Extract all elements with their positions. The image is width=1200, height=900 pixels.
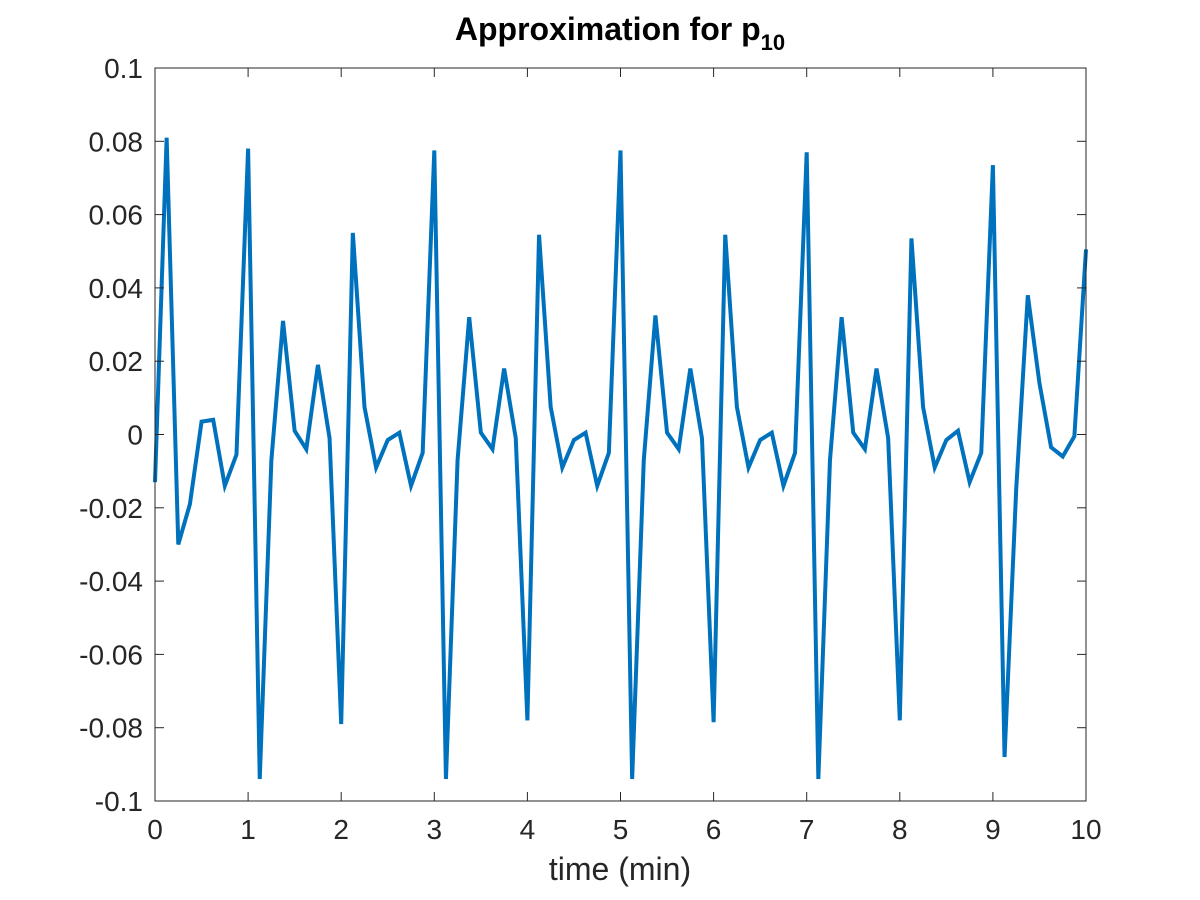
x-tick-label: 8 (892, 814, 908, 845)
series-line (153, 137, 1088, 780)
x-tick-label: 2 (333, 814, 349, 845)
y-tick-label: 0 (127, 420, 143, 451)
x-tick-label: 10 (1070, 814, 1101, 845)
y-tick-label: -0.1 (95, 786, 143, 817)
x-tick-label: 6 (706, 814, 722, 845)
y-tick-label: -0.08 (79, 713, 143, 744)
y-tick-label: 0.02 (89, 346, 144, 377)
x-tick-label: 5 (613, 814, 629, 845)
x-tick-label: 9 (985, 814, 1001, 845)
x-tick-label: 0 (147, 814, 163, 845)
x-tick-label: 4 (520, 814, 536, 845)
x-axis-label: time (min) (549, 851, 691, 887)
y-tick-label: -0.06 (79, 639, 143, 670)
y-axis: 0.1 0.08 0.06 0.04 0.02 0 -0.02 -0.04 -0.06 -0.08… (79, 53, 1086, 817)
chart-title-main: Approximation for p (455, 11, 761, 47)
y-tick-label: 0.08 (89, 126, 144, 157)
plot-area (153, 67, 1088, 802)
x-tick-label: 7 (799, 814, 815, 845)
y-tick-label: 0.1 (104, 53, 143, 84)
chart-title: Approximation for p10 (455, 11, 785, 55)
y-tick-label: 0.06 (89, 200, 144, 231)
chart-title-subscript: 10 (761, 30, 785, 55)
x-tick-label: 1 (240, 814, 256, 845)
y-tick-label: -0.04 (79, 566, 143, 597)
x-tick-label: 3 (427, 814, 443, 845)
x-axis: 0 1 2 3 4 5 6 7 8 9 10 (147, 68, 1102, 845)
y-tick-label: 0.04 (89, 273, 144, 304)
y-tick-label: -0.02 (79, 493, 143, 524)
